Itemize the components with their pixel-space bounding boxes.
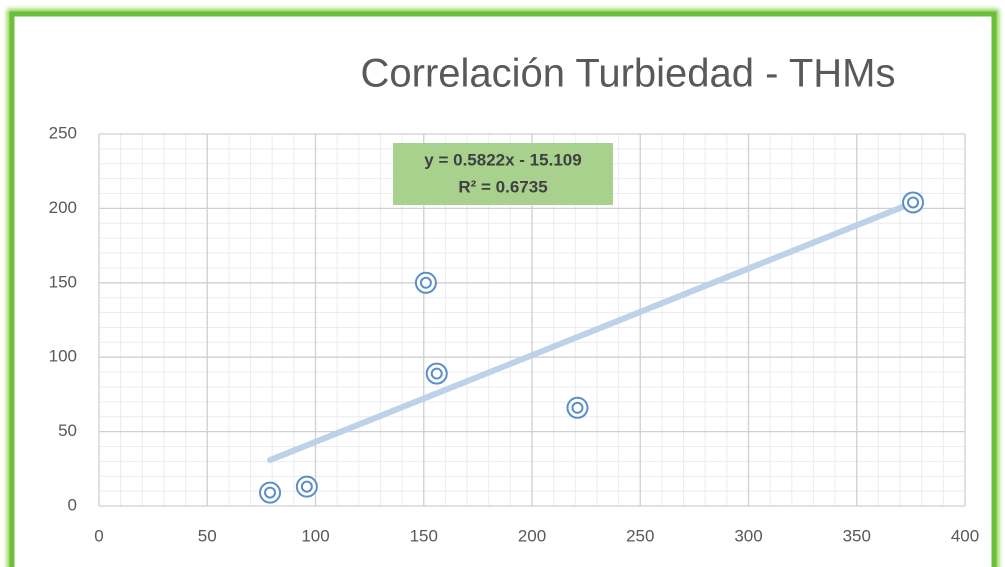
x-tick-label: 300 (734, 526, 762, 545)
point-inner (419, 276, 432, 289)
point-outer (566, 396, 589, 419)
point (566, 396, 589, 419)
chart-title: Correlación Turbiedad - THMs (360, 52, 895, 96)
r-squared: R² = 0.6735 (458, 177, 547, 196)
x-tick-label: 250 (626, 526, 654, 545)
point (425, 362, 448, 385)
x-tick-label: 50 (198, 526, 217, 545)
y-tick-label: 250 (49, 123, 77, 142)
frame (9, 11, 997, 567)
point-outer (259, 481, 282, 504)
point-inner (907, 196, 920, 209)
point (902, 191, 925, 214)
y-tick-label: 0 (68, 495, 77, 514)
equation-box (393, 143, 613, 205)
point-outer (414, 271, 437, 294)
y-tick-label: 100 (49, 347, 77, 366)
point-inner (571, 401, 584, 414)
y-tick-label: 50 (58, 421, 77, 440)
point-inner (430, 367, 443, 380)
x-tick-label: 150 (410, 526, 438, 545)
point-outer (902, 191, 925, 214)
trendline-equation: y = 0.5822x - 15.109 (424, 150, 581, 169)
plot: y = 0.5822x - 15.109 R² = 0.6735 (259, 143, 925, 504)
trendline (267, 199, 917, 464)
y-tick-label: 150 (49, 272, 77, 291)
point-inner (264, 486, 277, 499)
point-outer (295, 475, 318, 498)
point-outer (425, 362, 448, 385)
x-tick-label: 0 (94, 526, 103, 545)
x-tick-label: 350 (843, 526, 871, 545)
y-tick-label: 200 (49, 198, 77, 217)
point (295, 475, 318, 498)
x-tick-label: 100 (301, 526, 329, 545)
x-tick-label: 400 (951, 526, 979, 545)
x-tick-label: 200 (518, 526, 546, 545)
point-inner (300, 480, 313, 493)
point (259, 481, 282, 504)
point (414, 271, 437, 294)
